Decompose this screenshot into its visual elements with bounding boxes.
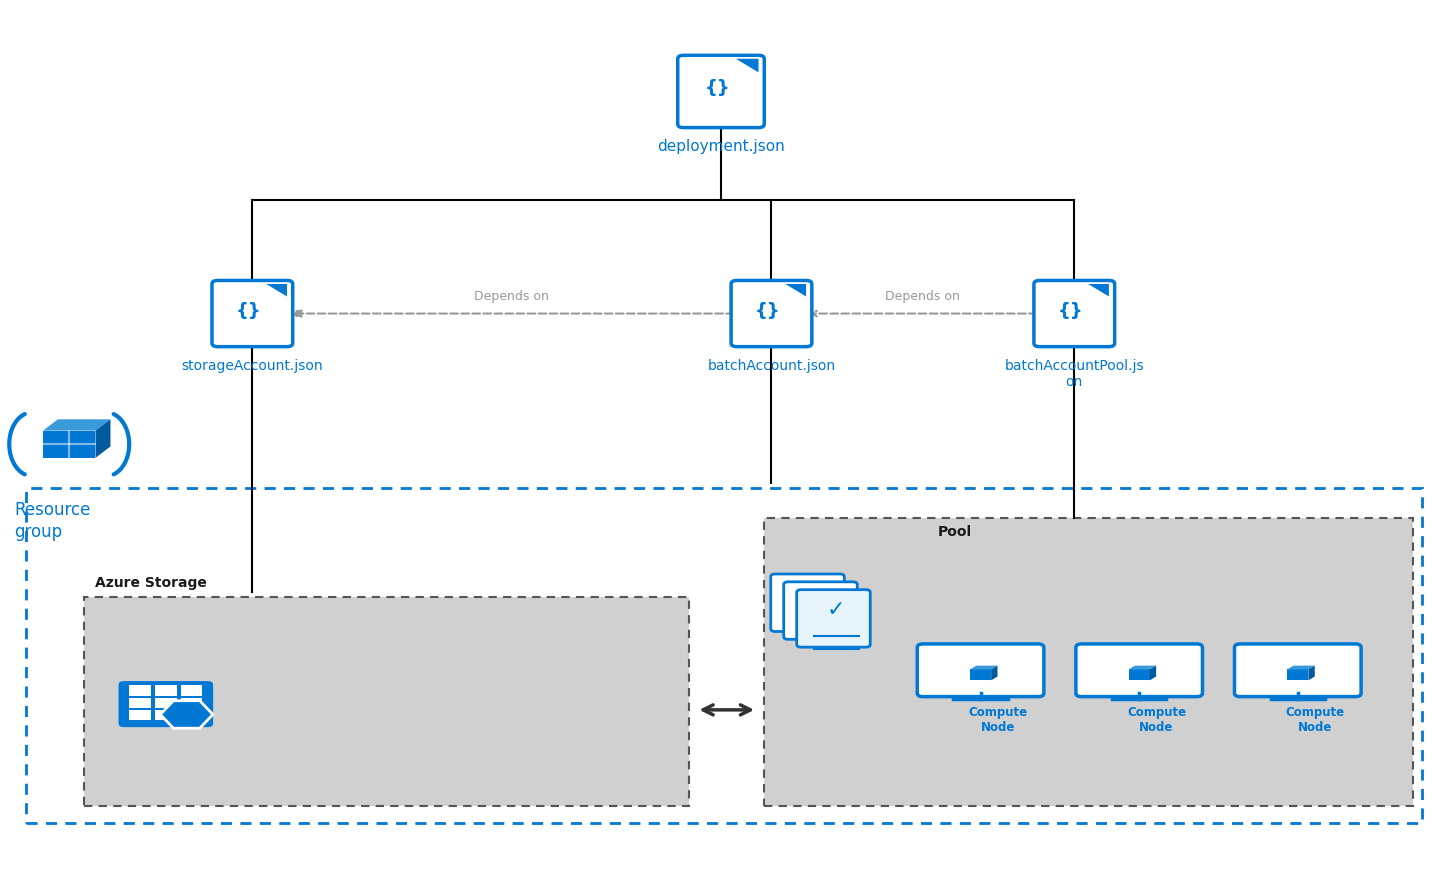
Bar [180, 698, 202, 708]
Polygon shape [43, 419, 111, 430]
Text: Compute
Node: Compute Node [1285, 706, 1345, 733]
FancyBboxPatch shape [784, 582, 857, 639]
Bar [970, 670, 991, 680]
Bar [1129, 670, 1149, 680]
Text: {}: {} [756, 301, 780, 320]
Polygon shape [1089, 284, 1109, 296]
Bar [764, 518, 1413, 806]
FancyBboxPatch shape [1076, 644, 1203, 697]
Polygon shape [1308, 665, 1315, 680]
Text: deployment.json: deployment.json [658, 139, 784, 154]
Text: ✓: ✓ [828, 600, 845, 619]
FancyBboxPatch shape [678, 56, 764, 127]
FancyBboxPatch shape [796, 590, 871, 647]
Polygon shape [786, 284, 806, 296]
Polygon shape [95, 419, 111, 458]
Bar [130, 711, 151, 720]
Text: {}: {} [705, 79, 730, 98]
FancyBboxPatch shape [917, 644, 1044, 697]
FancyBboxPatch shape [118, 681, 213, 727]
Text: Azure Storage: Azure Storage [95, 576, 208, 590]
Text: Compute
Node: Compute Node [1126, 706, 1187, 733]
Polygon shape [267, 284, 287, 296]
Polygon shape [1129, 665, 1156, 670]
Text: Resource
group: Resource group [14, 501, 91, 541]
FancyBboxPatch shape [1234, 644, 1361, 697]
FancyBboxPatch shape [1034, 280, 1115, 347]
Text: batchAccount.json: batchAccount.json [708, 359, 835, 373]
Polygon shape [1288, 665, 1315, 670]
Bar [84, 597, 689, 806]
Bar [180, 685, 202, 696]
Text: Depends on: Depends on [885, 290, 960, 303]
Bar [156, 711, 176, 720]
FancyBboxPatch shape [770, 574, 845, 631]
Polygon shape [735, 59, 758, 72]
Bar [156, 685, 176, 696]
Text: {}: {} [1058, 301, 1083, 320]
Bar [180, 711, 202, 720]
Text: Compute
Node: Compute Node [968, 706, 1028, 733]
Bar [130, 685, 151, 696]
Bar [26, 488, 1422, 823]
FancyBboxPatch shape [731, 280, 812, 347]
Text: batchAccountPool.js
on: batchAccountPool.js on [1005, 359, 1144, 389]
Polygon shape [1149, 665, 1156, 680]
Bar [130, 698, 151, 708]
Text: {}: {} [236, 301, 261, 320]
Bar [43, 430, 95, 458]
FancyBboxPatch shape [212, 280, 293, 347]
Text: Pool: Pool [937, 525, 972, 539]
Text: storageAccount.json: storageAccount.json [182, 359, 323, 373]
Text: Depends on: Depends on [474, 290, 549, 303]
Polygon shape [970, 665, 998, 670]
Polygon shape [991, 665, 998, 680]
Bar [156, 698, 176, 708]
Bar [1288, 670, 1308, 680]
